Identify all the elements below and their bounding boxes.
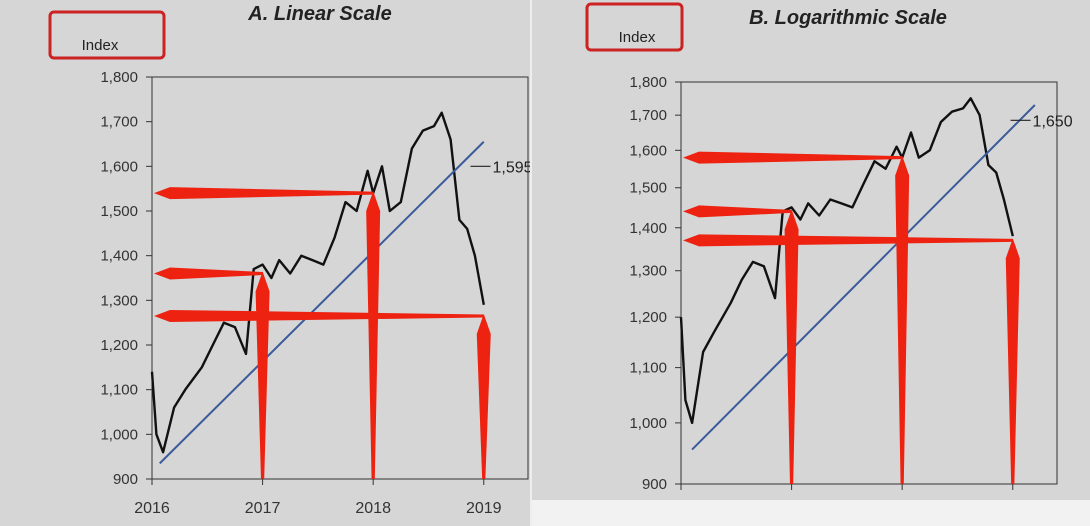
y-tick-label: 1,500 [100, 203, 138, 220]
y-tick-label: 1,800 [629, 74, 667, 91]
red-arrow-left [154, 309, 484, 322]
y-tick-label: 900 [113, 471, 138, 488]
index-series-line [150, 111, 485, 454]
index-series-line [679, 97, 1014, 425]
red-arrow-up [784, 209, 799, 484]
panel-divider [530, 0, 532, 526]
y-tick-label: 1,400 [629, 220, 667, 237]
trend-line [159, 141, 485, 465]
red-arrow-up [1005, 238, 1020, 484]
ylabel-highlight-box [48, 10, 166, 60]
y-tick-label: 1,000 [100, 426, 138, 443]
red-arrow-up [476, 313, 491, 479]
red-arrow-left [683, 151, 903, 164]
red-arrow-up [895, 155, 910, 484]
chart-title: B. Logarithmic Scale [749, 7, 947, 29]
y-tick-label: 1,000 [629, 415, 667, 432]
y-axis-label: Index [82, 37, 119, 54]
x-tick-label: 2018 [355, 500, 391, 517]
red-arrow-up [366, 191, 381, 479]
y-axis-label: Index [619, 29, 656, 46]
x-tick-label: 2017 [245, 500, 281, 517]
y-tick-label: 1,300 [629, 263, 667, 280]
x-tick-label: 2019 [466, 500, 502, 517]
y-tick-label: 1,800 [100, 69, 138, 86]
x-tick-label: 2016 [134, 500, 170, 517]
y-tick-label: 1,600 [629, 142, 667, 159]
red-arrow-left [683, 205, 792, 218]
y-tick-label: 1,700 [629, 107, 667, 124]
y-tick-label: 1,400 [100, 248, 138, 265]
y-tick-label: 1,200 [100, 337, 138, 354]
y-tick-label: 1,200 [629, 309, 667, 326]
annotation-label: 1,595 [492, 159, 530, 176]
y-tick-label: 1,500 [629, 180, 667, 197]
y-tick-label: 1,100 [629, 360, 667, 377]
bottom-toolbar-strip [532, 500, 1090, 526]
chart-linear-scale: A. Linear Scale Index 900 1,000 1,100 1,200 1,… [48, 3, 530, 517]
y-tick-label: 1,300 [100, 292, 138, 309]
chart-title: A. Linear Scale [247, 3, 391, 25]
y-tick-label: 1,100 [100, 382, 138, 399]
red-arrow-up [255, 271, 270, 479]
y-tick-label: 900 [642, 476, 667, 493]
annotation-label: 1,650 [1033, 113, 1073, 130]
red-arrow-left [154, 267, 263, 280]
chart-logarithmic-scale: B. Logarithmic Scale Index 900 1,000 1,100 1,… [585, 2, 1073, 493]
plot-frame [680, 81, 1058, 485]
red-arrow-left [154, 187, 374, 200]
plot-frame [151, 76, 529, 480]
trend-line [691, 104, 1036, 451]
ylabel-highlight-box [585, 2, 684, 52]
red-arrow-left [683, 234, 1013, 247]
y-tick-label: 1,700 [100, 114, 138, 131]
y-tick-label: 1,600 [100, 158, 138, 175]
